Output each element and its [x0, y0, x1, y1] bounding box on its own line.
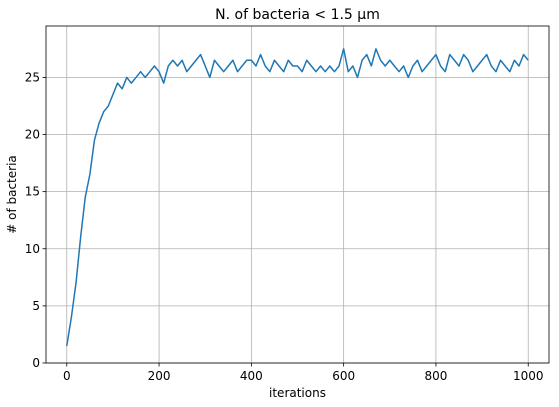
x-tick-label: 600: [332, 369, 355, 383]
grid-lines: [46, 26, 549, 364]
y-tick-label: 25: [25, 70, 40, 84]
plot-frame: [45, 25, 550, 364]
x-axis-label: iterations: [269, 386, 326, 400]
series-line-0: [66, 48, 529, 346]
x-tick-label: 200: [148, 369, 171, 383]
series-lines: [66, 48, 529, 346]
axis-ticks: 0 200 400 600 800 1000 0 5 10 15 20 25: [25, 70, 544, 383]
y-tick-label: 10: [25, 242, 40, 256]
x-tick-label: 400: [240, 369, 263, 383]
x-tick-label: 1000: [513, 369, 544, 383]
y-tick-label: 0: [32, 356, 40, 370]
x-tick-label: 0: [63, 369, 71, 383]
y-tick-label: 5: [32, 299, 40, 313]
plot-area: [46, 26, 549, 363]
y-tick-label: 20: [25, 128, 40, 142]
chart-title: N. of bacteria < 1.5 μm: [215, 7, 380, 23]
y-tick-label: 15: [25, 185, 40, 199]
x-tick-label: 800: [424, 369, 447, 383]
y-axis-label: # of bacteria: [5, 155, 19, 234]
